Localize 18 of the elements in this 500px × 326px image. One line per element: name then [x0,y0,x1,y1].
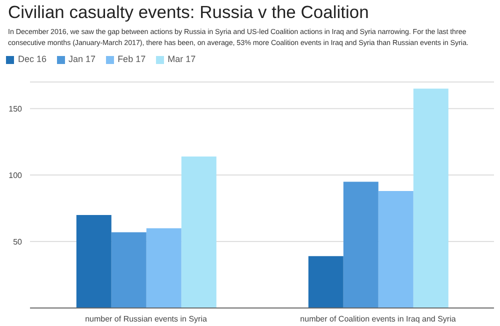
x-tick-label: number of Coalition events in Iraq and Syria [300,314,456,324]
bar [308,256,344,308]
bar [111,232,146,308]
bar [76,214,112,308]
legend-label: Dec 16 [18,54,47,64]
bar [146,228,182,308]
legend-label: Jan 17 [68,54,96,64]
chart-title: Civilian casualty events: Russia v the Coalition [8,2,369,23]
bar [343,182,378,308]
bar [181,156,216,308]
bar [413,88,448,308]
bar [378,191,414,308]
y-tick-label: 150 [8,104,23,114]
y-tick-label: 100 [8,170,23,180]
legend-label: Feb 17 [118,54,146,64]
legend-label: Mar 17 [168,54,196,64]
x-tick-label: number of Russian events in Syria [85,314,208,324]
y-tick-label: 50 [13,237,23,246]
